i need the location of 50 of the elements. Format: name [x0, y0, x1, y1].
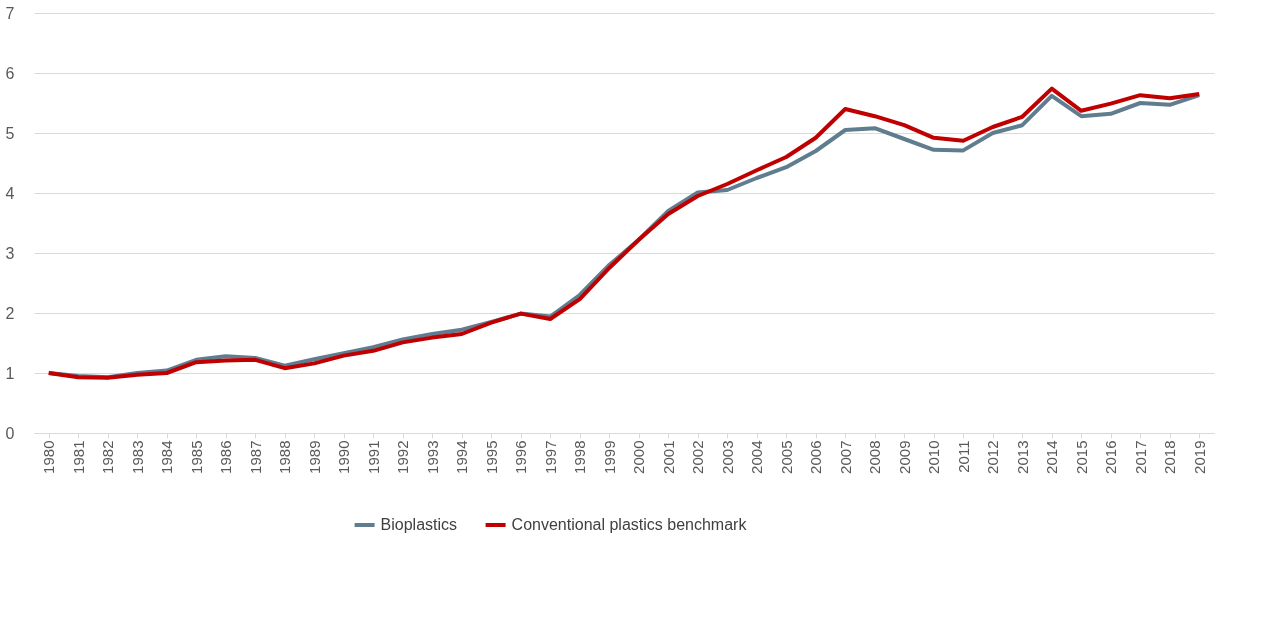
x-tick-label: 1994: [453, 440, 471, 474]
x-tick-label: 2018: [1161, 440, 1179, 474]
x-tick-label: 2011: [954, 440, 972, 473]
x-tick-label: 2008: [866, 440, 884, 474]
x-tick-label: 1990: [335, 440, 353, 474]
x-tick-label: 1991: [364, 440, 382, 474]
x-tick-label: 2006: [807, 440, 825, 474]
x-tick-label: 1980: [40, 440, 58, 474]
x-tick-label: 2004: [748, 440, 766, 474]
x-tick-label: 2013: [1013, 440, 1031, 474]
x-tick-label: 1988: [276, 440, 294, 474]
x-tick-label: 2015: [1072, 440, 1090, 474]
x-tick-label: 2010: [925, 440, 943, 474]
x-tick-label: 1998: [571, 440, 589, 474]
y-tick-label: 6: [5, 64, 15, 82]
x-tick-label: 2017: [1131, 440, 1149, 474]
y-tick-label: 0: [5, 424, 15, 442]
x-tick-label: 2009: [895, 440, 913, 474]
x-tick-label: 2005: [777, 440, 795, 474]
x-tick-label: 2001: [659, 440, 677, 474]
x-tick-label: 1985: [187, 440, 205, 474]
x-tick-label: 2012: [984, 440, 1002, 474]
x-tick-label: 1993: [423, 440, 441, 474]
legend-label: Conventional plastics benchmark: [511, 516, 748, 533]
x-tick-label: 1987: [246, 440, 264, 474]
y-tick-label: 4: [5, 184, 15, 202]
x-tick-label: 1995: [482, 440, 500, 474]
x-tick-label: 1981: [69, 440, 87, 474]
y-tick-label: 5: [5, 124, 15, 142]
y-tick-label: 2: [5, 304, 15, 322]
y-tick-label: 7: [5, 4, 15, 22]
x-tick-label: 1996: [512, 440, 530, 474]
x-tick-label: 2014: [1043, 440, 1061, 474]
x-tick-label: 1982: [99, 440, 117, 474]
x-tick-label: 2000: [630, 440, 648, 474]
x-tick-label: 1992: [394, 440, 412, 474]
x-tick-label: 2019: [1190, 440, 1208, 474]
x-tick-label: 2007: [836, 440, 854, 474]
x-tick-label: 1989: [305, 440, 323, 474]
y-tick-label: 3: [5, 244, 15, 262]
legend-label: Bioplastics: [380, 516, 458, 533]
x-tick-label: 1984: [158, 440, 176, 474]
y-tick-label: 1: [5, 364, 15, 382]
x-tick-label: 1999: [600, 440, 618, 474]
x-tick-label: 1997: [541, 440, 559, 474]
x-tick-label: 1986: [217, 440, 235, 474]
x-tick-label: 1983: [128, 440, 146, 474]
x-tick-label: 2003: [718, 440, 736, 474]
x-tick-label: 2016: [1102, 440, 1120, 474]
x-tick-label: 2002: [689, 440, 707, 474]
